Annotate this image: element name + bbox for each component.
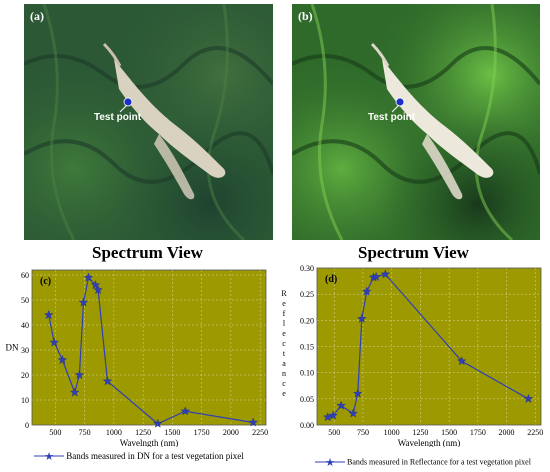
y-tick-label: 30: [21, 346, 29, 355]
data-point: [70, 387, 80, 397]
y-tick-label: 0.20: [300, 316, 314, 325]
chart-panel-label: (d): [325, 274, 337, 285]
data-point: [83, 272, 94, 282]
chart-panel-label: (c): [40, 276, 51, 287]
data-point: [49, 337, 59, 347]
data-point: [248, 417, 258, 427]
y-tick-label: 10: [21, 396, 29, 405]
x-tick-label: 500: [328, 428, 340, 437]
svg-text:★: ★: [325, 457, 335, 468]
x-tick-label: 750: [79, 428, 91, 437]
x-tick-label: 1750: [470, 428, 486, 437]
legend-reflectance: ★ Bands measured in Reflectance for a te…: [315, 456, 531, 468]
x-tick-label: 1500: [164, 428, 180, 437]
satellite-terrain-b: [292, 4, 540, 240]
y-tick-label: 60: [21, 271, 29, 280]
data-point: [348, 408, 358, 418]
satellite-terrain-a: [24, 4, 273, 240]
y-axis-letter: l: [283, 319, 286, 328]
y-axis-letter: c: [282, 339, 286, 348]
y-tick-label: 0.05: [300, 395, 314, 404]
data-point: [457, 356, 467, 366]
caption-b: Spectrum View: [358, 243, 469, 262]
y-tick-label: 0.25: [300, 290, 314, 299]
legend-dn: ★ Bands measured in DN for a test vegeta…: [34, 450, 244, 462]
plot-border: [31, 269, 267, 426]
y-axis-letter: n: [282, 369, 286, 378]
data-point: [93, 285, 103, 294]
data-point: [44, 310, 54, 319]
y-axis-letter: R: [281, 289, 287, 298]
data-point: [90, 280, 101, 289]
data-point: [357, 313, 367, 323]
x-tick-label: 1000: [106, 428, 122, 437]
data-point: [336, 400, 346, 410]
legend-reflectance-symbol: ★: [315, 457, 345, 468]
legend-reflectance-label: Bands measured in Reflectance for a test…: [347, 457, 531, 467]
y-axis-letter: e: [282, 389, 286, 398]
chart-reflectance-svg: 500 750 1000 1250 1500 1750 2000 2250 0.00 0.05 0.…: [281, 264, 543, 448]
legend-dn-symbol: ★: [34, 451, 64, 462]
data-point: [78, 297, 89, 307]
data-point: [57, 355, 68, 364]
plot-area: [32, 270, 266, 425]
satellite-image-a: (a) Test point: [24, 4, 273, 240]
x-axis-label: Wavelength (nm): [398, 438, 461, 447]
x-tick-label: 2000: [499, 428, 515, 437]
satellite-image-b: (b) Test point: [292, 4, 540, 240]
test-point-label-b: Test point: [368, 112, 416, 123]
x-tick-label: 1250: [412, 428, 428, 437]
x-tick-label: 2250: [527, 428, 543, 437]
x-tick-label: 1750: [194, 428, 210, 437]
chart-dn: 500 750 1000 1250 1500 1750 2000 2250 0 10 20 30 40 5…: [0, 262, 275, 448]
x-tick-label: 2250: [252, 428, 268, 437]
y-tick-label: 20: [21, 371, 29, 380]
x-tick-label: 1250: [135, 428, 151, 437]
y-tick-label: 0.00: [300, 421, 314, 430]
y-tick-label: 0: [25, 421, 29, 430]
x-tick-label: 2000: [223, 428, 239, 437]
data-point: [74, 370, 85, 379]
panel-label-a: (a): [30, 9, 44, 23]
test-point-label-a: Test point: [94, 112, 142, 123]
y-tick-label: 0.10: [300, 369, 314, 378]
data-point: [371, 271, 381, 281]
y-axis-letter: a: [282, 359, 286, 368]
y-axis-letter: e: [282, 299, 286, 308]
legend-dn-label: Bands measured in DN for a test vegetati…: [66, 451, 244, 461]
data-point: [328, 410, 338, 420]
caption-a: Spectrum View: [92, 243, 203, 262]
x-axis-label: Wavelngth (nm): [120, 438, 179, 447]
chart-reflectance: 500 750 1000 1250 1500 1750 2000 2250 0.00 0.05 0.…: [275, 262, 550, 448]
data-point: [180, 406, 190, 416]
y-axis-letter: f: [283, 309, 286, 318]
y-axis-letter: t: [283, 349, 286, 358]
data-point: [523, 393, 534, 403]
chart-dn-svg: 500 750 1000 1250 1500 1750 2000 2250 0 10 20 30 40 5…: [6, 269, 268, 448]
data-point: [153, 418, 163, 428]
y-axis-label: DN: [6, 343, 19, 353]
y-axis-letter: c: [282, 379, 286, 388]
y-axis-letter: e: [282, 329, 286, 338]
x-tick-label: 1500: [441, 428, 457, 437]
y-tick-label: 50: [21, 296, 29, 305]
x-tick-label: 500: [49, 428, 61, 437]
y-tick-label: 0.15: [300, 343, 314, 352]
svg-text:★: ★: [44, 451, 54, 462]
y-tick-label: 40: [21, 321, 29, 330]
plot-border: [316, 267, 542, 426]
data-point: [353, 388, 363, 398]
x-tick-label: 1000: [384, 428, 400, 437]
panel-label-b: (b): [298, 9, 313, 23]
y-tick-label: 0.30: [300, 264, 314, 273]
data-point: [102, 376, 113, 386]
data-point: [362, 286, 372, 296]
x-tick-label: 750: [357, 428, 369, 437]
data-point: [380, 269, 391, 279]
